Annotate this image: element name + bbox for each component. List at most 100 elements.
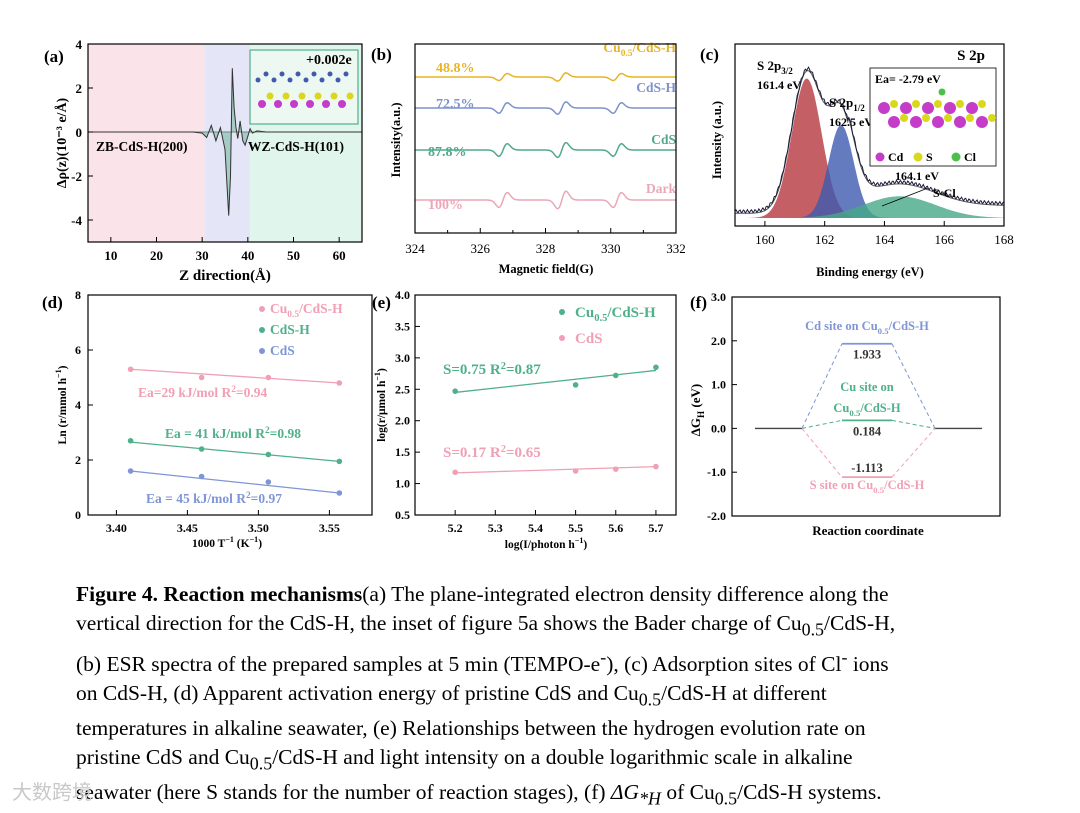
xtick-label-a: 50: [287, 248, 300, 263]
legend-dot-d: [259, 348, 265, 354]
data-point-e: [572, 382, 579, 388]
level-label-f: Cd site on Cu0.5/CdS-H: [805, 319, 929, 336]
atom-s: [922, 114, 930, 122]
region-label-wz: WZ-CdS-H(101): [248, 139, 344, 154]
figure-panels: +0.002e(a)ZB-CdS-H(200) WZ-CdS-H(101)420-…: [42, 37, 1014, 551]
atom-cd: [932, 116, 944, 128]
atom-cd: [290, 100, 298, 108]
ytick-label-f: 1.0: [711, 378, 726, 392]
legend-label-e: Cu0.5/CdS-H: [575, 305, 656, 324]
data-point-d: [198, 374, 205, 381]
xtick-label-c: 166: [934, 232, 954, 247]
subscript: 0.5: [801, 618, 825, 639]
connector-f: [891, 419, 936, 429]
superscript: -: [841, 647, 848, 668]
fit-annotation-e: S=0.75 R2=0.87: [443, 361, 541, 378]
level-label-f: Cu0.5/CdS-H: [833, 401, 900, 418]
esr-percent-label: 72.5%: [436, 97, 475, 112]
esr-percent-label: 100%: [428, 198, 463, 213]
legend-label-e: CdS: [575, 331, 603, 347]
atom-s: [934, 100, 942, 108]
ytick-label-e: 3.5: [395, 319, 410, 333]
data-point-d: [198, 473, 205, 480]
data-point-d: [265, 479, 272, 485]
atom-h: [271, 77, 277, 83]
atom-s: [956, 100, 964, 108]
caption-text: /CdS-H,: [824, 610, 896, 635]
peak-value-scl: 164.1 eV: [895, 169, 939, 183]
atom-cd: [910, 116, 922, 128]
esr-series-3: [415, 190, 676, 210]
inset-legend-dot: [875, 152, 885, 162]
legend-dot-d: [259, 306, 265, 312]
xtick-label-e: 5.2: [448, 521, 463, 535]
atom-s: [298, 92, 306, 100]
inset-legend-dot: [913, 152, 923, 162]
data-point-e: [653, 364, 659, 371]
ylabel-b: Intensity(a.u.): [389, 102, 403, 177]
ylabel-a: Δρ(z)(10⁻³ e/Å): [54, 97, 70, 188]
atom-cd: [322, 100, 330, 108]
ytick-label-e: 4.0: [395, 288, 410, 302]
peak-label-scl: S-Cl: [933, 186, 956, 200]
data-point-d: [198, 446, 205, 452]
atom-s: [282, 92, 290, 100]
atom-h: [335, 77, 341, 83]
legend-label-d: CdS: [270, 343, 295, 358]
fit-line-e: [455, 369, 656, 394]
caption-text: on CdS-H, (d) Apparent activation energy…: [76, 681, 639, 706]
atom-h: [327, 71, 333, 77]
ytick-label-f: 0.0: [711, 421, 726, 435]
data-point-e: [612, 466, 619, 472]
ytick-label-e: 2.5: [395, 382, 410, 396]
ytick-label-d: 6: [75, 343, 81, 357]
atom-cd: [944, 102, 956, 114]
ytick-label-a: -2: [71, 169, 82, 184]
panel-label-d: (d): [42, 293, 63, 312]
caption-text: ), (c) Adsorption sites of Cl: [606, 652, 842, 677]
data-point-d: [336, 458, 343, 465]
ytick-label-f: -2.0: [707, 509, 726, 523]
data-point-e: [612, 372, 619, 379]
data-point-d: [265, 451, 272, 458]
caption-text: seawater (here S stands for the number o…: [76, 779, 611, 804]
xtick-label-a: 60: [333, 248, 346, 263]
esr-percent-label: 48.8%: [436, 61, 475, 76]
legend-dot-e: [559, 309, 565, 315]
xps-title: S 2p: [957, 48, 985, 64]
atom-cl: [938, 88, 946, 96]
fit-annotation-d: Ea=29 kJ/mol R2=0.94: [138, 385, 267, 400]
xtick-label-e: 5.4: [528, 521, 543, 535]
connector-f: [801, 343, 843, 429]
xtick-label-e: 5.3: [488, 521, 503, 535]
esr-series-label: CdS: [651, 132, 676, 147]
xps-peak-2: [735, 196, 1004, 218]
data-point-d: [127, 437, 134, 444]
data-point-d: [336, 490, 343, 496]
data-point-d: [127, 366, 134, 373]
caption-text: ions: [847, 652, 889, 677]
caption-title: Figure 4. Reaction mechanisms: [76, 582, 363, 606]
caption-text: (b) ESR spectra of the prepared samples …: [76, 652, 601, 677]
peak-label-s2p12: S 2p1/2: [829, 95, 865, 113]
xtick-label-e: 5.7: [648, 521, 663, 535]
atom-s: [266, 92, 274, 100]
xtick-label-a: 10: [104, 248, 117, 263]
xtick-label-d: 3.50: [248, 521, 269, 535]
xtick-label-c: 162: [815, 232, 835, 247]
ytick-label-e: 1.5: [395, 445, 410, 459]
data-point-e: [452, 388, 458, 394]
atom-s: [330, 92, 338, 100]
inset-legend-label: Cl: [964, 150, 977, 164]
panel-label-f: (f): [690, 293, 707, 312]
esr-series-label: Cu0.5/CdS-H: [603, 40, 676, 59]
panel-label-a: (a): [44, 47, 64, 66]
subscript: 0.5: [249, 753, 273, 774]
level-label-f: Cu site on: [840, 380, 894, 394]
esr-series-0: [415, 72, 676, 82]
connector-f: [891, 428, 936, 478]
legend-label-d: Cu0.5/CdS-H: [270, 301, 343, 320]
xtick-label-c: 160: [755, 232, 775, 247]
bader-inset: [249, 49, 359, 125]
figure-caption: Figure 4. Reaction mechanisms(a) The pla…: [76, 580, 1036, 813]
